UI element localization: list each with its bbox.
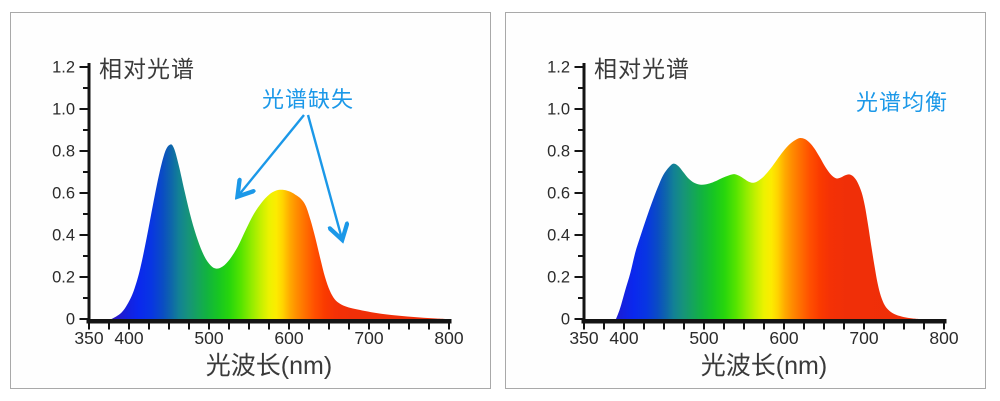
x-tick-label-350: 350	[569, 328, 598, 348]
annotation-arrow	[238, 114, 305, 196]
annotation-label: 光谱缺失	[262, 87, 354, 112]
y-tick-label-0.6: 0.6	[52, 185, 75, 203]
x-tick-label-600: 600	[274, 328, 303, 348]
x-tick-label-800: 800	[929, 328, 958, 348]
x-tick-label-700: 700	[849, 328, 878, 348]
annotation-arrow	[306, 114, 342, 239]
x-axis-title: 光波长(nm)	[206, 352, 332, 380]
annotation-label: 光谱均衡	[856, 90, 948, 115]
spectrum-area	[111, 144, 446, 319]
y-tick-label-0.6: 0.6	[547, 185, 570, 203]
y-tick-label-0: 0	[561, 311, 570, 329]
y-tick-label-0.2: 0.2	[547, 269, 570, 287]
x-axis-title: 光波长(nm)	[701, 352, 827, 380]
y-tick-label-1.2: 1.2	[547, 59, 570, 77]
panel-led-spectrum: 350 400 500 600 700 800 0 0.2 0.4 0.6 0.8 1.0 1.2 相对光…	[10, 12, 491, 389]
x-tick-label-500: 500	[689, 328, 718, 348]
y-tick-label-0.8: 0.8	[547, 143, 570, 161]
y-tick-label-1.0: 1.0	[547, 101, 570, 119]
x-tick-label-600: 600	[769, 328, 798, 348]
balanced-spectrum-chart: 350 400 500 600 700 800 0 0.2 0.4 0.6 0.8 1.0 1.2 相对光…	[547, 56, 959, 380]
led-spectrum-chart: 350 400 500 600 700 800 0 0.2 0.4 0.6 0.8 1.0 1.2 相对光…	[52, 56, 464, 380]
y-tick-label-0.4: 0.4	[52, 227, 75, 245]
y-tick-label-1.0: 1.0	[52, 101, 75, 119]
spectrum-area	[616, 137, 919, 319]
x-tick-label-500: 500	[194, 328, 223, 348]
panel-balanced-spectrum: 350 400 500 600 700 800 0 0.2 0.4 0.6 0.8 1.0 1.2 相对光…	[505, 12, 986, 389]
chart-title: 相对光谱	[594, 56, 690, 82]
x-tick-label-800: 800	[434, 328, 463, 348]
y-tick-label-0.8: 0.8	[52, 143, 75, 161]
x-tick-label-700: 700	[354, 328, 383, 348]
y-tick-label-0.4: 0.4	[547, 227, 570, 245]
x-tick-label-400: 400	[609, 328, 638, 348]
y-tick-label-0.2: 0.2	[52, 269, 75, 287]
y-tick-label-1.2: 1.2	[52, 59, 75, 77]
x-tick-label-350: 350	[74, 328, 103, 348]
x-tick-label-400: 400	[114, 328, 143, 348]
y-tick-label-0: 0	[66, 311, 75, 329]
chart-title: 相对光谱	[99, 56, 195, 82]
